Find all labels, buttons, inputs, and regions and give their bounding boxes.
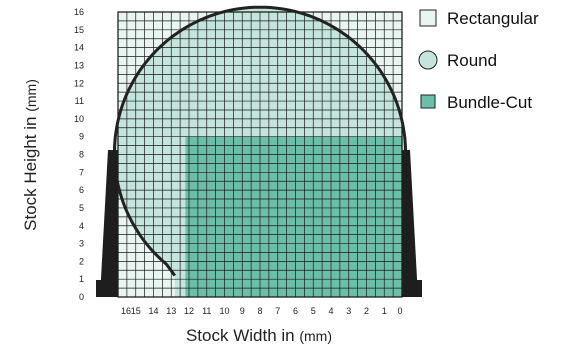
y-tick-label: 2 bbox=[79, 256, 84, 266]
x-tick-label: 15 bbox=[131, 306, 141, 316]
legend-label-round: Round bbox=[447, 51, 497, 70]
round-outline bbox=[113, 5, 407, 277]
y-tick-label: 16 bbox=[74, 7, 84, 17]
vise-right-jaw bbox=[402, 150, 418, 297]
vise-right-base bbox=[402, 280, 422, 297]
legend-swatch-bundle-cut bbox=[420, 94, 436, 109]
x-tick-label: 0 bbox=[397, 306, 402, 316]
x-tick-label: 12 bbox=[184, 306, 194, 316]
legend-swatch-rectangular bbox=[419, 9, 437, 27]
y-tick-label: 15 bbox=[74, 25, 84, 35]
y-tick-label: 7 bbox=[79, 167, 84, 177]
y-tick-label: 9 bbox=[79, 132, 84, 142]
y-tick-label: 10 bbox=[74, 114, 84, 124]
y-axis-title: Stock Height in (mm) bbox=[21, 79, 40, 231]
x-tick-label: 8 bbox=[257, 306, 262, 316]
x-tick-label: 7 bbox=[275, 306, 280, 316]
vise-left-jaw bbox=[100, 150, 118, 297]
x-tick-label: 10 bbox=[219, 306, 229, 316]
y-tick-label: 8 bbox=[79, 150, 84, 160]
x-tick-label: 9 bbox=[240, 306, 245, 316]
x-tick-label: 16 bbox=[121, 306, 131, 316]
x-tick-label: 3 bbox=[346, 306, 351, 316]
y-tick-label: 6 bbox=[79, 185, 84, 195]
legend-label-rectangular: Rectangular bbox=[447, 9, 539, 28]
x-tick-label: 2 bbox=[364, 306, 369, 316]
y-tick-label: 1 bbox=[79, 274, 84, 284]
x-tick-label: 6 bbox=[293, 306, 298, 316]
y-tick-label: 11 bbox=[75, 96, 84, 106]
y-tick-label: 13 bbox=[74, 60, 84, 70]
x-tick-label: 11 bbox=[202, 306, 211, 316]
x-tick-labels: 16 15 14 13 12 11 10 9 8 7 6 5 4 3 2 1 0 bbox=[121, 306, 403, 316]
x-tick-label: 1 bbox=[382, 306, 387, 316]
grid bbox=[117, 11, 403, 298]
x-axis-title: Stock Width in (mm) bbox=[186, 326, 332, 345]
y-tick-label: 0 bbox=[79, 292, 84, 302]
y-tick-label: 14 bbox=[74, 43, 84, 53]
y-tick-label: 12 bbox=[74, 78, 84, 88]
x-tick-label: 4 bbox=[328, 306, 333, 316]
legend-swatch-round bbox=[418, 50, 438, 70]
vise-left-base bbox=[96, 280, 118, 297]
x-tick-label: 5 bbox=[311, 306, 316, 316]
legend-label-bundle-cut: Bundle-Cut bbox=[447, 93, 532, 112]
y-tick-label: 5 bbox=[79, 203, 84, 213]
y-tick-label: 4 bbox=[79, 221, 84, 231]
legend: Rectangular Round Bundle-Cut bbox=[418, 9, 539, 112]
x-tick-label: 13 bbox=[166, 306, 176, 316]
x-tick-label: 14 bbox=[148, 306, 158, 316]
y-tick-label: 3 bbox=[79, 239, 84, 249]
